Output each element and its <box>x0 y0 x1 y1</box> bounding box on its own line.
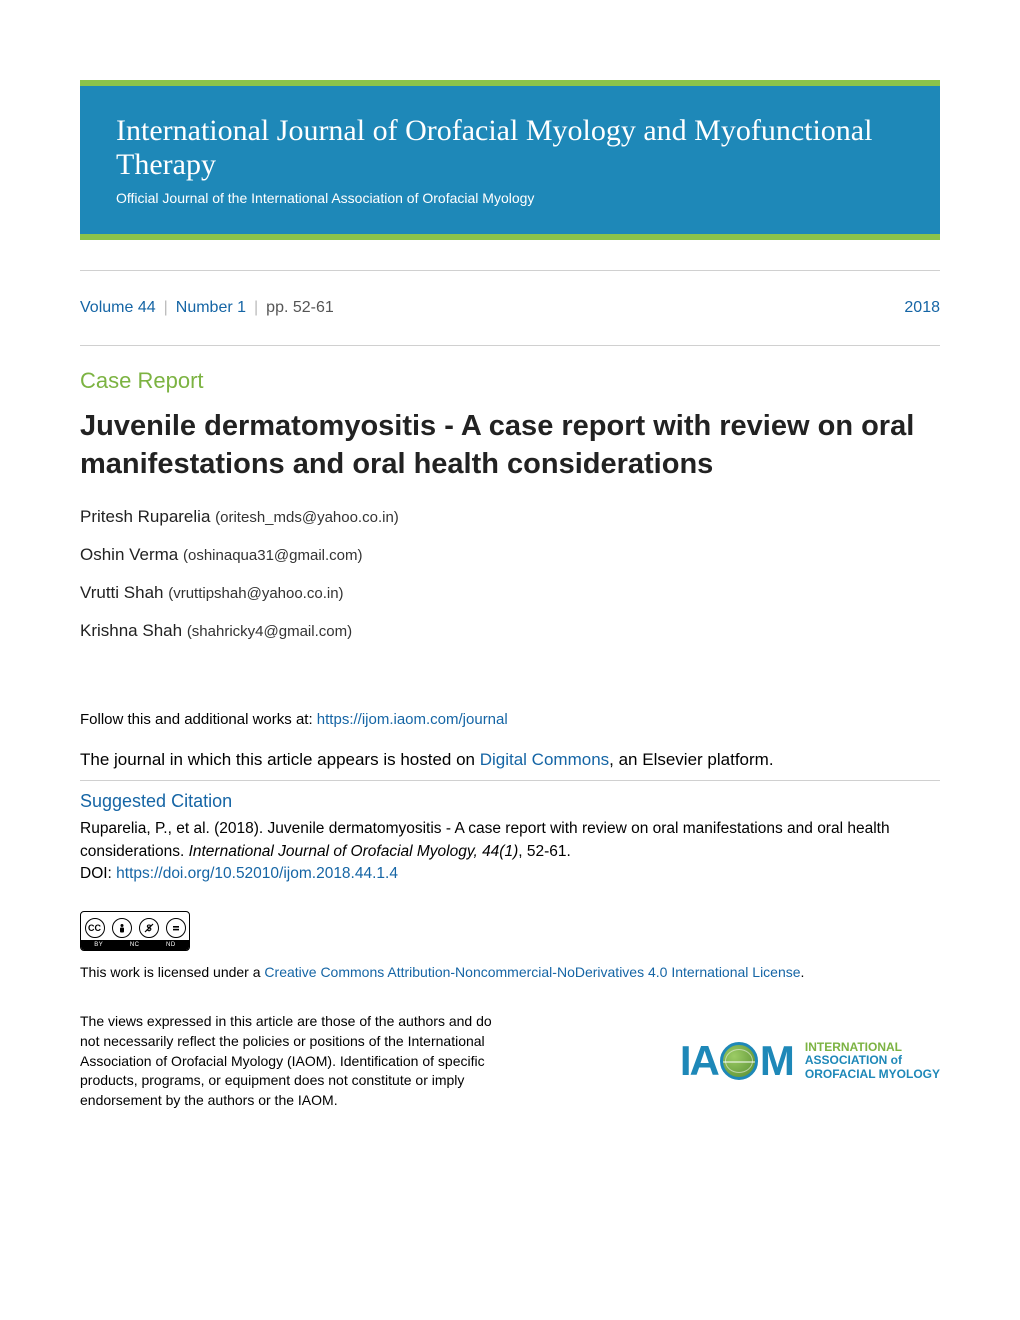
author-row: Vrutti Shah (vruttipshah@yahoo.co.in) <box>80 583 940 603</box>
suggested-citation-heading: Suggested Citation <box>80 791 940 812</box>
iaom-line3: OROFACIAL MYOLOGY <box>805 1068 940 1082</box>
disclaimer-text: The views expressed in this article are … <box>80 1012 500 1110</box>
divider <box>80 780 940 781</box>
iaom-line1: INTERNATIONAL <box>805 1041 940 1055</box>
author-row: Pritesh Ruparelia (oritesh_mds@yahoo.co.… <box>80 507 940 527</box>
journal-banner: International Journal of Orofacial Myolo… <box>80 80 940 240</box>
license-statement: This work is licensed under a Creative C… <box>80 964 940 980</box>
issue-meta: Volume 44 | Number 1 | pp. 52-61 2018 <box>80 281 940 335</box>
license-link[interactable]: Creative Commons Attribution-Noncommerci… <box>264 964 800 980</box>
cc-license-badge-icon: CC $ BY NC ND <box>80 911 190 951</box>
doi-label: DOI: <box>80 865 116 882</box>
volume-link[interactable]: Volume 44 <box>80 299 156 317</box>
pages-text: pp. 52-61 <box>266 299 334 317</box>
hosted-suffix: , an Elsevier platform. <box>609 750 773 769</box>
article-type-label: Case Report <box>80 368 940 394</box>
author-name: Pritesh Ruparelia <box>80 507 210 526</box>
iaom-mark: IA M <box>680 1037 793 1085</box>
hosted-prefix: The journal in which this article appear… <box>80 750 480 769</box>
cc-by-icon <box>112 918 132 938</box>
cc-strip: BY NC ND <box>81 940 189 950</box>
author-name: Oshin Verma <box>80 545 178 564</box>
author-email: (vruttipshah@yahoo.co.in) <box>168 585 343 602</box>
citation-part-b: , 52-61. <box>518 843 571 860</box>
license-prefix: This work is licensed under a <box>80 964 264 980</box>
doi-line: DOI: https://doi.org/10.52010/ijom.2018.… <box>80 865 940 883</box>
meta-separator: | <box>254 299 258 317</box>
cc-nc-icon: $ <box>139 918 159 938</box>
author-email: (oritesh_mds@yahoo.co.in) <box>215 509 399 526</box>
cc-cc-icon: CC <box>85 918 105 938</box>
iaom-globe-icon <box>720 1042 758 1080</box>
follow-link[interactable]: https://ijom.iaom.com/journal <box>317 711 508 728</box>
digital-commons-link[interactable]: Digital Commons <box>480 750 609 769</box>
doi-link[interactable]: https://doi.org/10.52010/ijom.2018.44.1.… <box>116 865 398 882</box>
iaom-logo: IA M INTERNATIONAL ASSOCIATION of OROFAC… <box>680 1037 940 1085</box>
footer-row: The views expressed in this article are … <box>80 1012 940 1110</box>
cc-icons-row: CC $ <box>81 916 189 940</box>
author-email: (shahricky4@gmail.com) <box>187 623 352 640</box>
number-link[interactable]: Number 1 <box>176 299 246 317</box>
meta-separator: | <box>164 299 168 317</box>
journal-subtitle: Official Journal of the International As… <box>116 190 904 206</box>
citation-text: Ruparelia, P., et al. (2018). Juvenile d… <box>80 818 940 863</box>
year-link[interactable]: 2018 <box>904 299 940 317</box>
author-email: (oshinaqua31@gmail.com) <box>183 547 362 564</box>
follow-works: Follow this and additional works at: htt… <box>80 711 940 728</box>
author-row: Oshin Verma (oshinaqua31@gmail.com) <box>80 545 940 565</box>
follow-prefix: Follow this and additional works at: <box>80 711 317 728</box>
author-name: Krishna Shah <box>80 621 182 640</box>
author-name: Vrutti Shah <box>80 583 163 602</box>
cc-strip-by: BY <box>94 942 103 948</box>
iaom-mark-suffix: M <box>760 1037 793 1085</box>
iaom-text: INTERNATIONAL ASSOCIATION of OROFACIAL M… <box>805 1041 940 1082</box>
citation-journal-italic: International Journal of Orofacial Myolo… <box>189 843 519 860</box>
cc-nd-icon <box>166 918 186 938</box>
divider <box>80 345 940 346</box>
iaom-line2: ASSOCIATION of <box>805 1054 940 1068</box>
article-title: Juvenile dermatomyositis - A case report… <box>80 408 940 483</box>
journal-title: International Journal of Orofacial Myolo… <box>116 114 904 182</box>
issue-meta-left: Volume 44 | Number 1 | pp. 52-61 <box>80 299 334 317</box>
iaom-mark-prefix: IA <box>680 1037 718 1085</box>
cc-strip-nc: NC <box>130 942 140 948</box>
divider <box>80 270 940 271</box>
cc-strip-nd: ND <box>166 942 176 948</box>
hosted-platform: The journal in which this article appear… <box>80 750 940 770</box>
license-suffix: . <box>801 964 805 980</box>
author-row: Krishna Shah (shahricky4@gmail.com) <box>80 621 940 641</box>
